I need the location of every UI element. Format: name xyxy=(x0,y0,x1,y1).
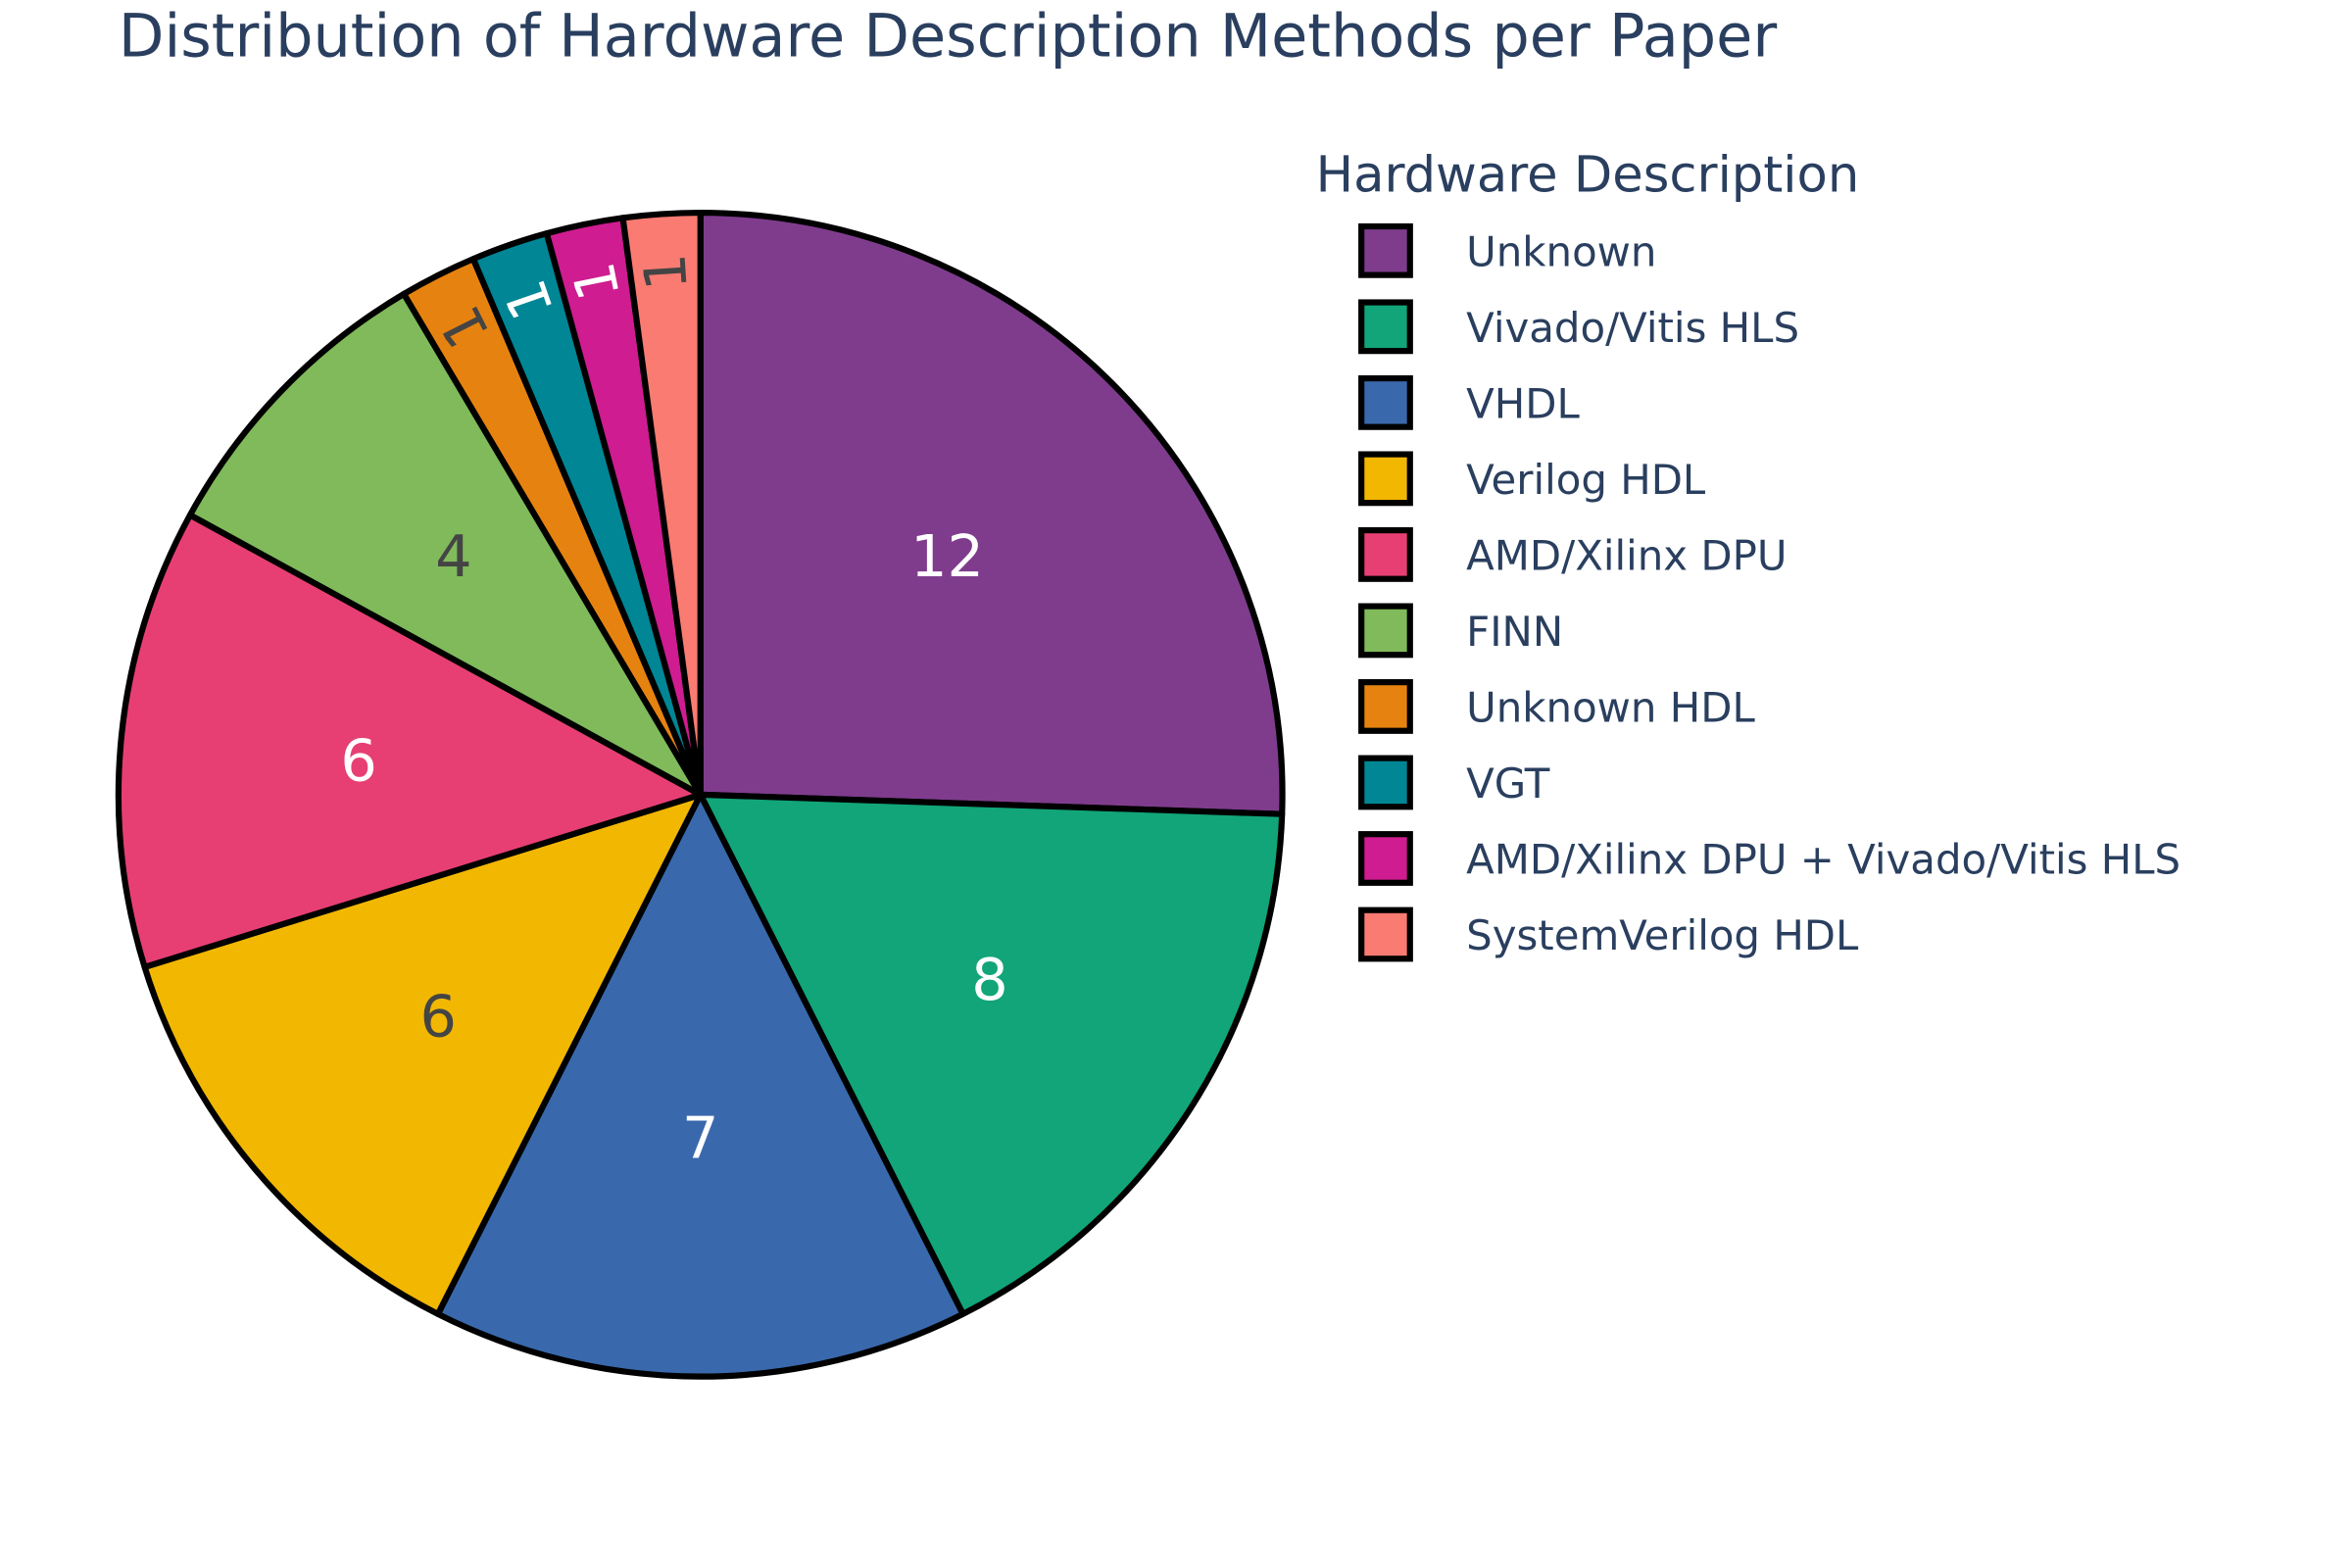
pie-slice-systemverilog-hdl[interactable] xyxy=(619,209,704,798)
pie-slice-unknown[interactable] xyxy=(697,209,1286,817)
legend-item-vivado-vitis-hls[interactable]: Vivado/Vitis HLS xyxy=(1358,299,1799,355)
pie-slice-finn[interactable] xyxy=(186,290,704,798)
legend-label: Unknown HDL xyxy=(1466,683,1755,731)
legend-item-amd-xilinx-dpu-vivado-vitis-hls[interactable]: AMD/Xilinx DPU + Vivado/Vitis HLS xyxy=(1358,831,2180,886)
legend: Unknown Vivado/Vitis HLS VHDL Verilog HDL AM… xyxy=(1358,222,2180,962)
legend-swatch xyxy=(1358,831,1413,886)
slice-value-label-vhdl: 7 xyxy=(682,1104,718,1172)
slice-value-label-vivado-vitis-hls: 8 xyxy=(971,946,1007,1013)
legend-swatch xyxy=(1358,526,1413,582)
legend-label: VGT xyxy=(1466,760,1550,808)
chart-title: Distribution of Hardware Description Met… xyxy=(119,2,1777,71)
pie-slice-vivado-vitis-hls[interactable] xyxy=(697,791,1286,1317)
legend-label: FINN xyxy=(1466,608,1563,656)
legend-swatch xyxy=(1358,679,1413,734)
legend-label: AMD/Xilinx DPU xyxy=(1466,531,1787,579)
legend-title: Hardware Description xyxy=(1316,146,1860,204)
legend-swatch xyxy=(1358,222,1413,278)
legend-swatch xyxy=(1358,451,1413,507)
legend-label: Unknown xyxy=(1466,227,1656,275)
legend-label: AMD/Xilinx DPU + Vivado/Vitis HLS xyxy=(1466,835,2180,883)
legend-label: VHDL xyxy=(1466,379,1580,427)
legend-swatch xyxy=(1358,374,1413,430)
legend-item-finn[interactable]: FINN xyxy=(1358,603,1563,659)
legend-item-verilog-hdl[interactable]: Verilog HDL xyxy=(1358,451,1706,507)
legend-label: Vivado/Vitis HLS xyxy=(1466,304,1799,352)
legend-item-vgt[interactable]: VGT xyxy=(1358,755,1550,810)
legend-swatch xyxy=(1358,299,1413,355)
legend-item-systemverilog-hdl[interactable]: SystemVerilog HDL xyxy=(1358,906,1859,962)
pie-slice-amd-xilinx-dpu[interactable] xyxy=(115,512,704,970)
pie-slices xyxy=(115,209,1286,1380)
legend-item-unknown[interactable]: Unknown xyxy=(1358,222,1656,278)
legend-swatch xyxy=(1358,755,1413,810)
legend-label: SystemVerilog HDL xyxy=(1466,911,1859,959)
slice-value-label-amd-xilinx-dpu: 6 xyxy=(340,726,376,794)
pie-slice-vhdl[interactable] xyxy=(434,791,966,1380)
slice-value-label-verilog-hdl: 6 xyxy=(419,983,456,1051)
legend-item-amd-xilinx-dpu[interactable]: AMD/Xilinx DPU xyxy=(1358,526,1788,582)
legend-item-unknown-hdl[interactable]: Unknown HDL xyxy=(1358,679,1755,734)
slice-value-label-finn: 4 xyxy=(435,522,471,590)
slice-value-label-unknown: 12 xyxy=(910,522,984,590)
legend-label: Verilog HDL xyxy=(1466,456,1706,504)
legend-item-vhdl[interactable]: VHDL xyxy=(1358,374,1580,430)
legend-swatch xyxy=(1358,603,1413,659)
slice-value-label-systemverilog-hdl: 1 xyxy=(630,252,700,293)
legend-swatch xyxy=(1358,906,1413,962)
